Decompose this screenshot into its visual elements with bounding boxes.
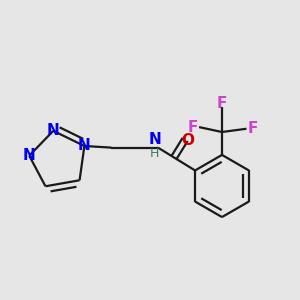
Text: H: H — [150, 147, 159, 160]
Text: N: N — [47, 123, 60, 138]
Text: N: N — [23, 148, 36, 163]
Text: F: F — [217, 96, 227, 111]
Text: F: F — [188, 120, 198, 135]
Text: O: O — [181, 134, 194, 148]
Text: N: N — [148, 132, 161, 147]
Text: F: F — [247, 121, 258, 136]
Text: N: N — [78, 139, 91, 154]
